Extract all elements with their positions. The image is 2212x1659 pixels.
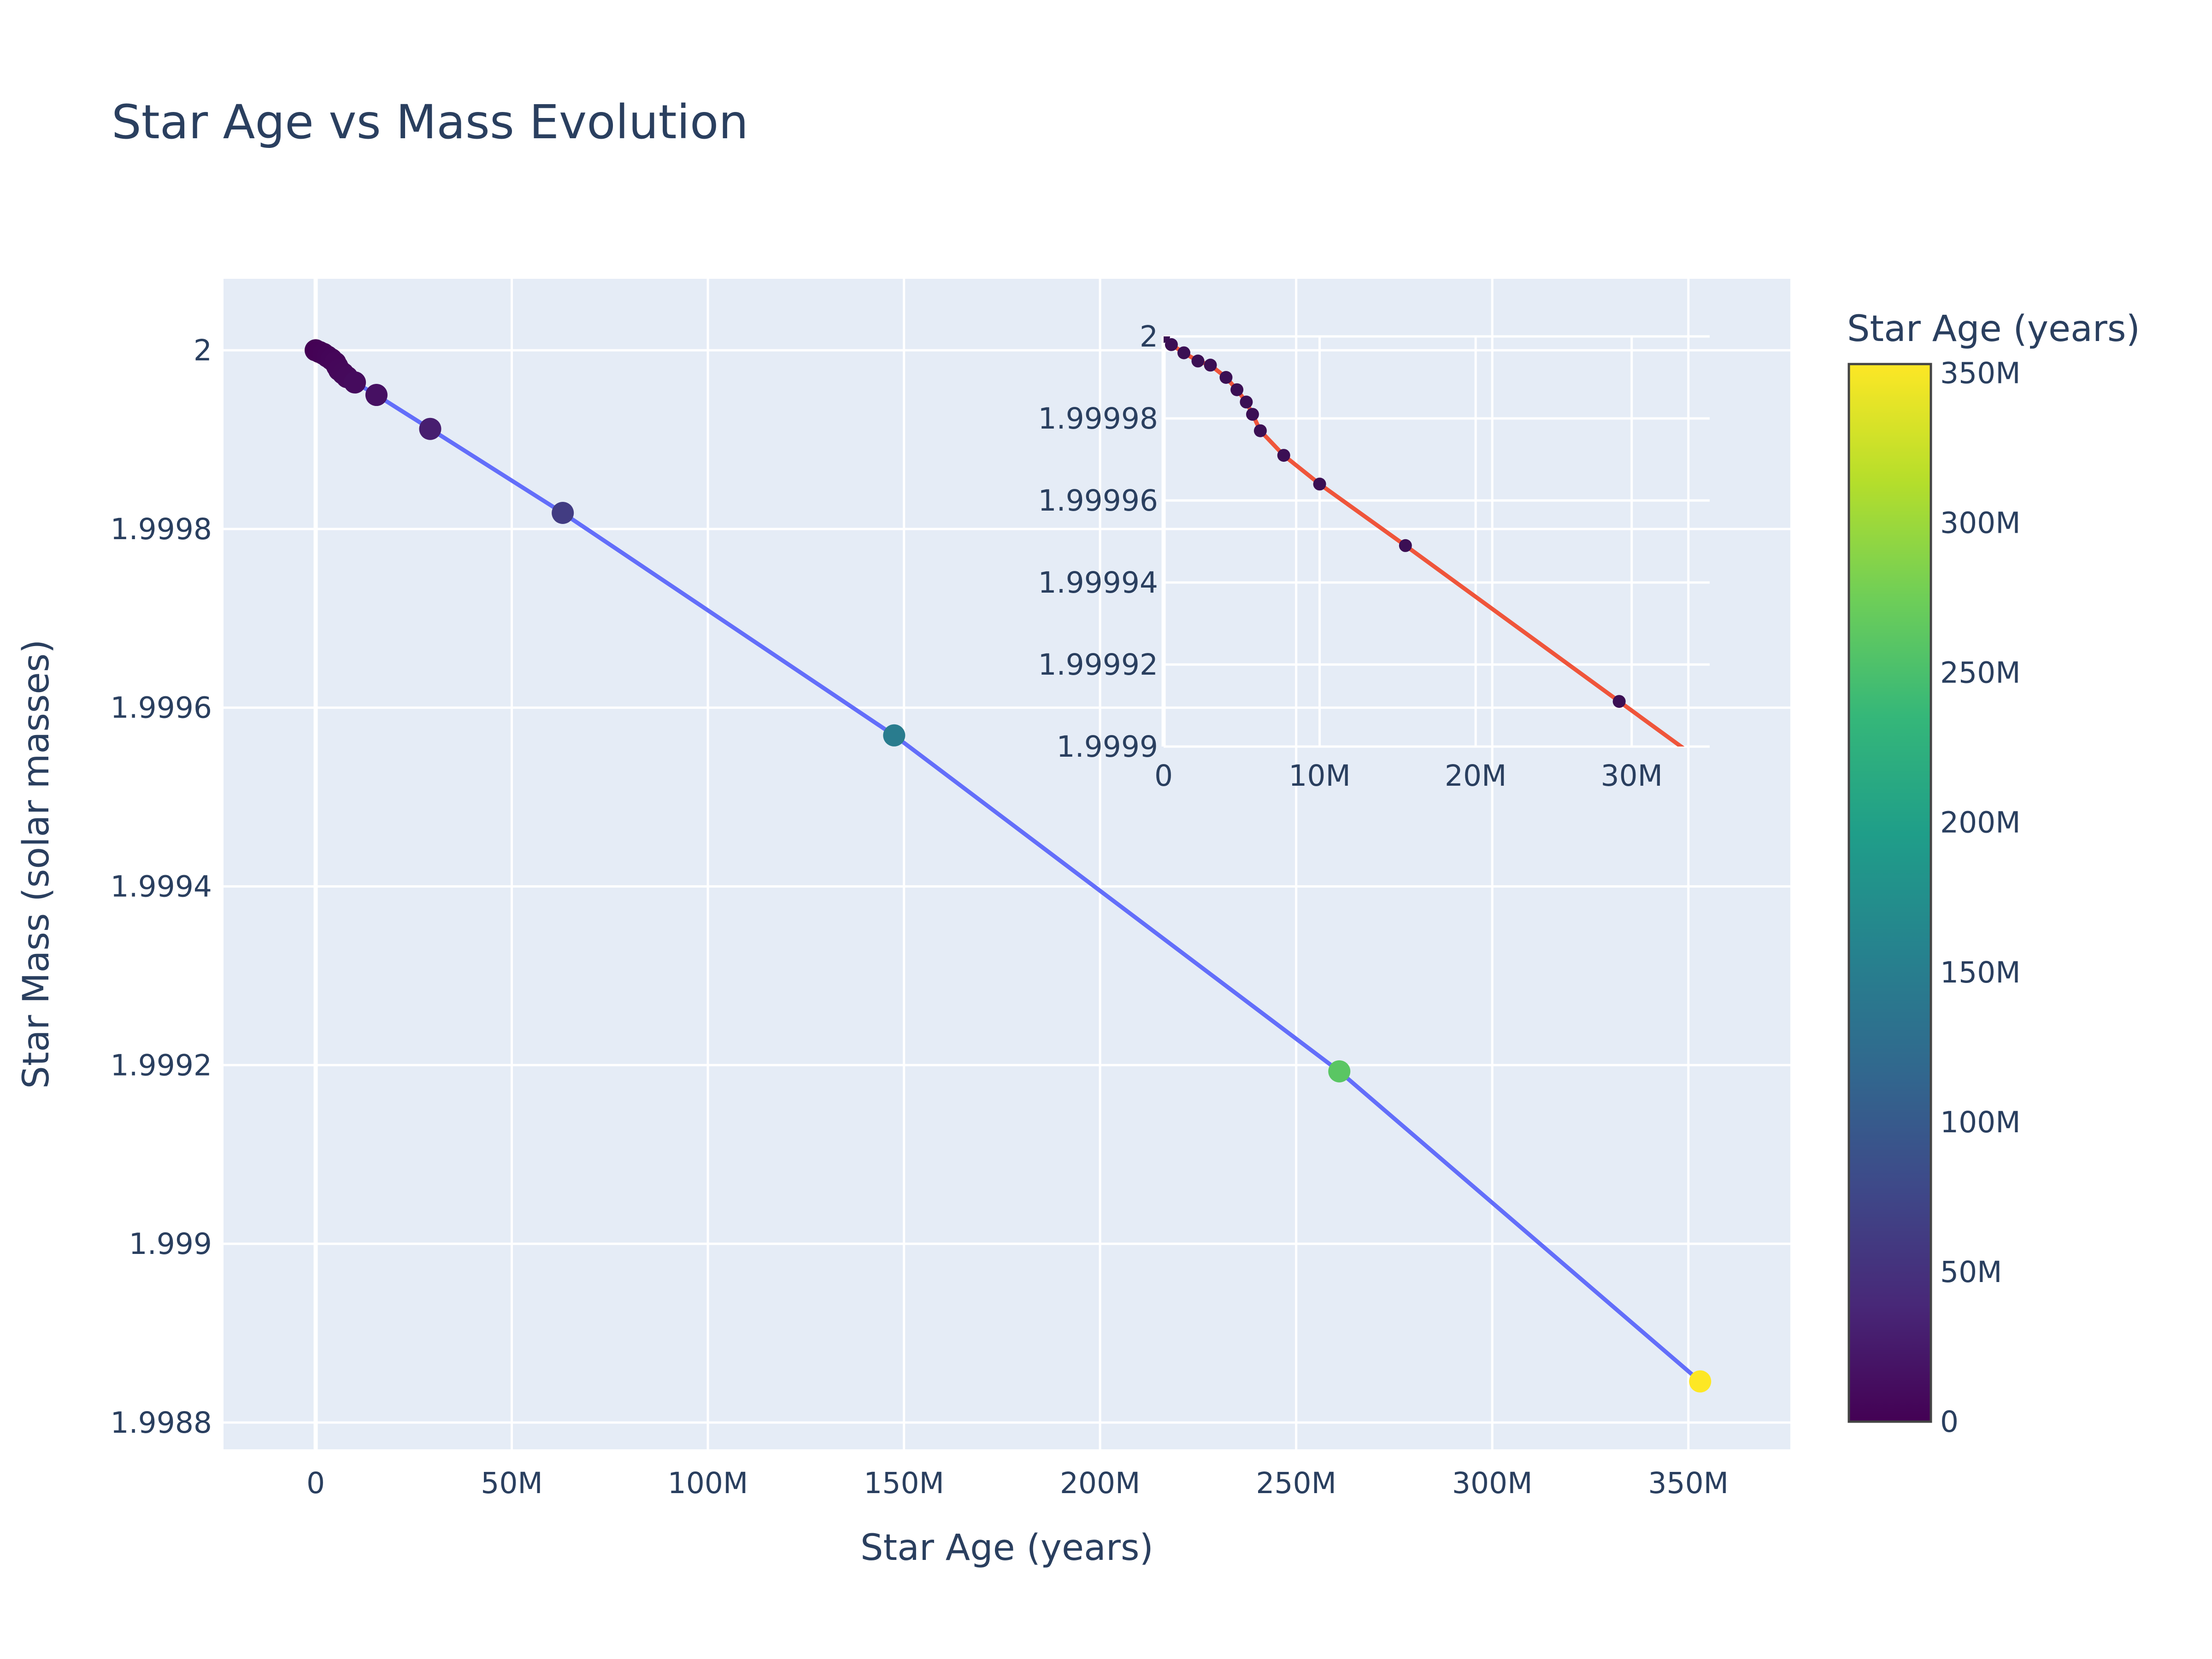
inset-y-tick-label: 2 bbox=[1140, 320, 1158, 353]
inset-data-point bbox=[1253, 424, 1267, 437]
main-x-tick-label: 350M bbox=[1648, 1466, 1729, 1500]
main-series-markers bbox=[305, 339, 1712, 1393]
inset-x-tick-label: 10M bbox=[1288, 759, 1351, 793]
main-x-tick-label: 100M bbox=[668, 1466, 748, 1500]
x-axis-title: Star Age (years) bbox=[860, 1527, 1153, 1569]
inset-y-tick-label: 1.9999 bbox=[1057, 730, 1158, 764]
main-x-tick-labels: 0 50M 100M 150M 200M 250M 300M 350M bbox=[306, 1466, 1729, 1500]
main-data-point bbox=[552, 502, 574, 524]
main-y-tick-label: 1.9998 bbox=[111, 512, 212, 546]
inset-x-tick-label: 30M bbox=[1600, 759, 1663, 793]
inset-x-tick-labels: 0 10M 20M 30M bbox=[1154, 759, 1663, 793]
colorbar-tick-label: 0 bbox=[1940, 1405, 1959, 1439]
main-plot-area bbox=[224, 279, 1790, 1449]
colorbar-tick-label: 200M bbox=[1940, 806, 2021, 840]
colorbar-tick-label: 300M bbox=[1940, 506, 2021, 540]
colorbar-tick-label: 150M bbox=[1940, 956, 2021, 989]
inset-data-point bbox=[1277, 449, 1290, 462]
inset-x-tick-label: 0 bbox=[1154, 759, 1173, 793]
colorbar-tick-label: 50M bbox=[1940, 1255, 2002, 1289]
main-data-point bbox=[344, 371, 366, 394]
inset-y-tick-labels: 2 1.99998 1.99996 1.99994 1.99992 1.9999 bbox=[1038, 320, 1158, 764]
main-x-tick-label: 50M bbox=[481, 1466, 543, 1500]
inset-y-tick-label: 1.99996 bbox=[1038, 484, 1158, 518]
inset-data-point bbox=[1399, 539, 1412, 552]
main-data-point bbox=[1328, 1060, 1351, 1082]
inset-data-point bbox=[1219, 371, 1233, 384]
colorbar-tick-label: 250M bbox=[1940, 656, 2021, 690]
y-axis-title: Star Mass (solar masses) bbox=[16, 639, 57, 1088]
main-y-tick-label: 2 bbox=[194, 334, 212, 367]
main-y-tick-label: 1.9988 bbox=[111, 1406, 212, 1440]
main-y-tick-labels: 2 1.9998 1.9996 1.9994 1.9992 1.999 1.9988 bbox=[111, 334, 212, 1440]
inset-series-markers bbox=[1164, 336, 1626, 708]
colorbar-tick-labels: 0 50M 100M 150M 200M 250M 300M 350M bbox=[1940, 357, 2021, 1439]
inset-y-tick-label: 1.99994 bbox=[1038, 566, 1158, 600]
inset-y-tick-label: 1.99992 bbox=[1038, 648, 1158, 682]
main-gridlines bbox=[224, 279, 1790, 1449]
inset-y-tick-label: 1.99998 bbox=[1038, 402, 1158, 435]
main-data-point bbox=[419, 418, 441, 440]
main-x-tick-label: 300M bbox=[1452, 1466, 1533, 1500]
inset-data-point bbox=[1240, 395, 1253, 409]
inset-data-point bbox=[1191, 354, 1205, 368]
main-data-point bbox=[1689, 1370, 1712, 1393]
main-data-point bbox=[365, 384, 388, 406]
inset-data-point bbox=[1165, 338, 1178, 351]
inset-data-point bbox=[1313, 477, 1326, 491]
inset-data-point bbox=[1177, 346, 1191, 359]
main-y-tick-label: 1.9992 bbox=[111, 1048, 212, 1082]
main-data-point bbox=[883, 724, 906, 747]
main-y-tick-label: 1.999 bbox=[129, 1227, 212, 1261]
main-x-tick-label: 250M bbox=[1256, 1466, 1336, 1500]
main-x-tick-label: 200M bbox=[1060, 1466, 1141, 1500]
main-y-tick-label: 1.9996 bbox=[111, 691, 212, 725]
colorbar bbox=[1847, 363, 1932, 1423]
inset-x-tick-label: 20M bbox=[1445, 759, 1507, 793]
main-x-tick-label: 0 bbox=[306, 1466, 325, 1500]
colorbar-tick-label: 350M bbox=[1940, 357, 2021, 390]
inset-data-point bbox=[1204, 359, 1217, 372]
inset-data-point bbox=[1164, 336, 1170, 343]
colorbar-tick-label: 100M bbox=[1940, 1106, 2021, 1139]
inset-data-point bbox=[1230, 383, 1244, 396]
inset-data-point bbox=[1246, 408, 1259, 421]
main-x-tick-label: 150M bbox=[864, 1466, 944, 1500]
main-y-tick-label: 1.9994 bbox=[111, 870, 212, 903]
colorbar-title: Star Age (years) bbox=[1847, 308, 2140, 350]
chart-title: Star Age vs Mass Evolution bbox=[112, 95, 748, 150]
inset-data-point bbox=[1612, 695, 1626, 708]
